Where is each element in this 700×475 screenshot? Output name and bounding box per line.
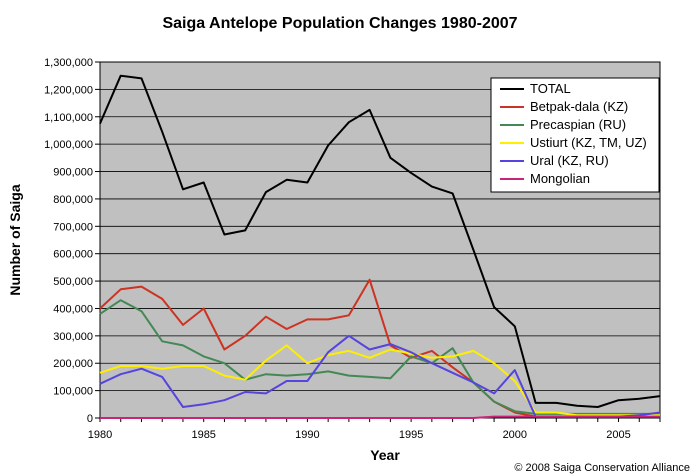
y-axis-ticks: 0 100,000 200,000 300,000 400,000 500,000 600,…	[44, 57, 100, 425]
legend-label: Ural (KZ, RU)	[530, 153, 609, 168]
series-line-mongolian	[100, 415, 660, 419]
y-axis-title: Number of Saiga	[7, 184, 23, 295]
y-tick-label: 0	[87, 413, 93, 425]
y-tick-label: 1,200,000	[44, 84, 93, 96]
y-tick-label: 700,000	[53, 221, 93, 233]
credit-text: © 2008 Saiga Conservation Alliance	[514, 462, 690, 474]
y-tick-label: 800,000	[53, 194, 93, 206]
x-tick-label: 1985	[191, 429, 215, 441]
y-tick-label: 600,000	[53, 249, 93, 261]
legend-label: Ustiurt (KZ, TM, UZ)	[530, 135, 647, 150]
x-tick-label: 1990	[295, 429, 319, 441]
y-tick-label: 100,000	[53, 386, 93, 398]
x-tick-label: 1995	[399, 429, 423, 441]
legend-label: Mongolian	[530, 171, 590, 186]
x-axis-ticks: 1980 1985 1990 1995 2000 2005	[88, 418, 661, 441]
y-tick-label: 400,000	[53, 303, 93, 315]
y-tick-label: 200,000	[53, 358, 93, 370]
series-line-ustiurt-kz-tm-uz	[99, 344, 660, 417]
x-tick-label: 1980	[88, 429, 112, 441]
series-lines	[99, 74, 661, 419]
y-tick-label: 300,000	[53, 331, 93, 343]
x-tick-label: 2000	[503, 429, 527, 441]
y-tick-label: 1,100,000	[44, 112, 93, 124]
y-tick-label: 1,000,000	[44, 139, 93, 151]
legend-label: Precaspian (RU)	[530, 117, 626, 132]
legend-box	[490, 77, 660, 193]
y-tick-label: 900,000	[53, 167, 93, 179]
legend: TOTAL Betpak-dala (KZ) Precaspian (RU) Usti…	[490, 77, 660, 193]
legend-label: Betpak-dala (KZ)	[530, 99, 628, 114]
x-tick-label: 2005	[606, 429, 630, 441]
y-tick-label: 1,300,000	[44, 57, 93, 69]
y-tick-label: 500,000	[53, 276, 93, 288]
series-line-total	[99, 74, 661, 408]
chart-title: Saiga Antelope Population Changes 1980-2…	[162, 15, 517, 32]
x-axis-title: Year	[370, 447, 400, 463]
legend-label: TOTAL	[530, 81, 571, 96]
grid	[100, 88, 660, 392]
